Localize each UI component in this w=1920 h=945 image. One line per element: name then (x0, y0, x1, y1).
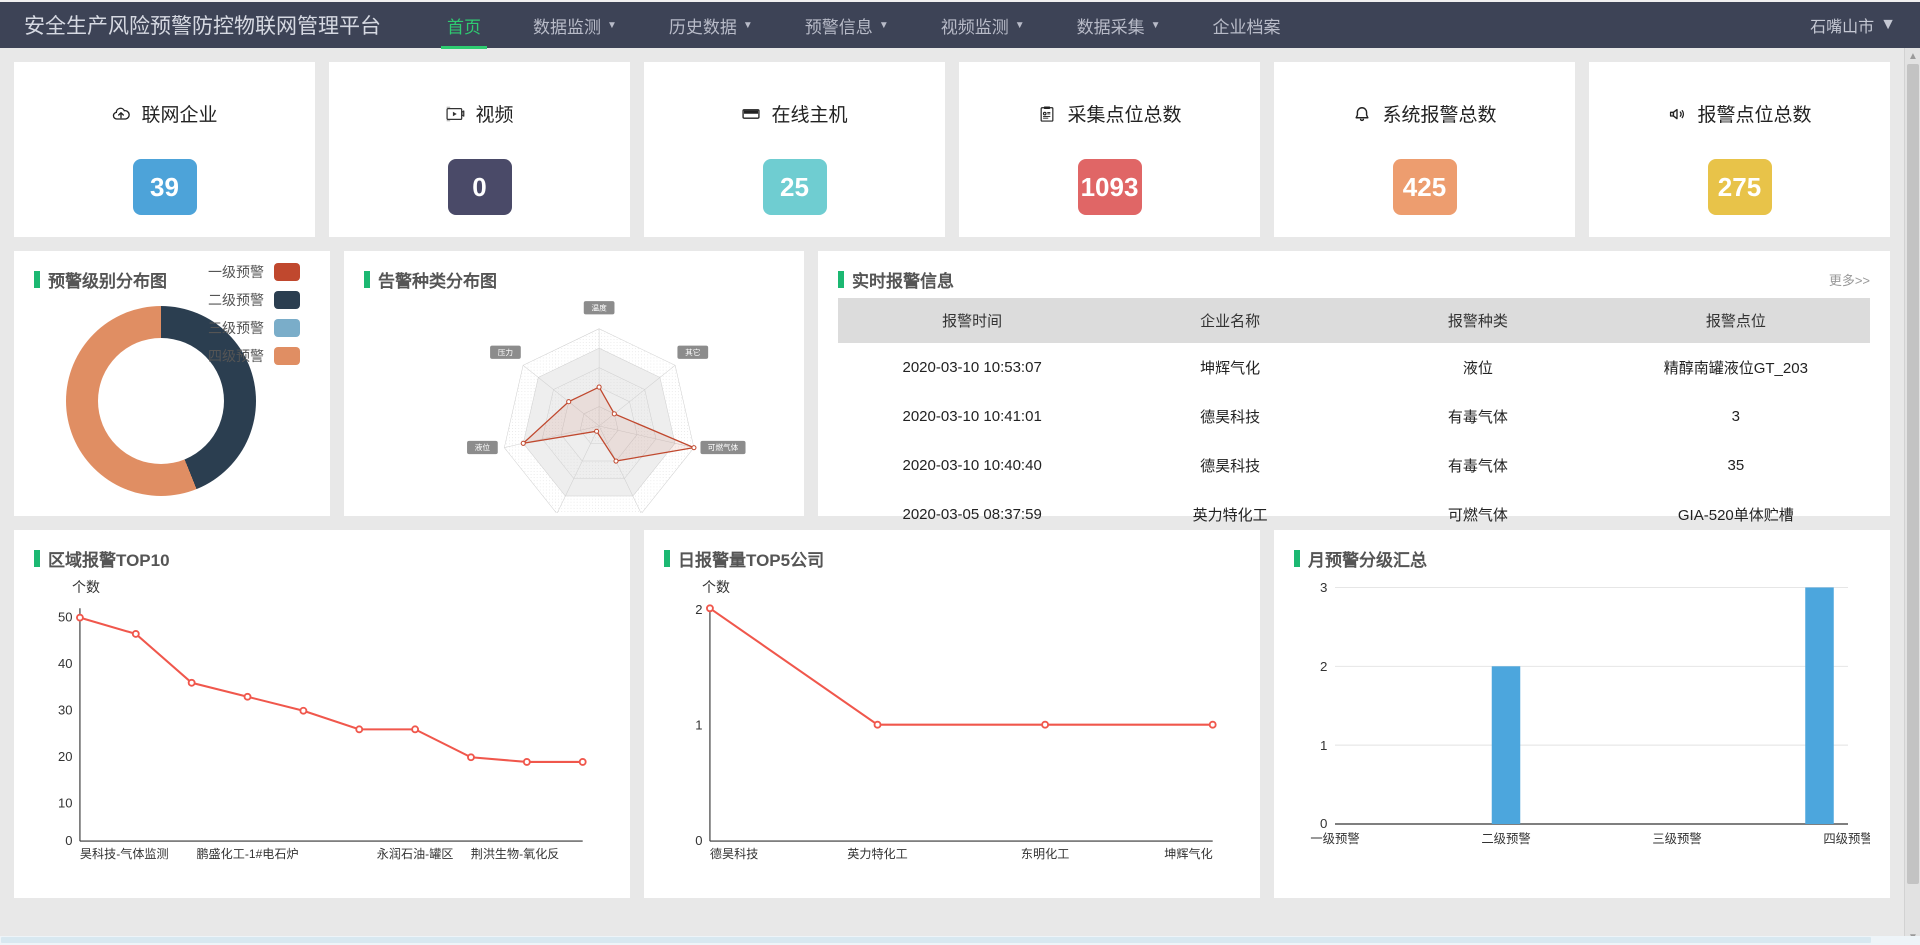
svg-text:德昊科技: 德昊科技 (710, 846, 758, 861)
svg-text:液位: 液位 (475, 442, 491, 452)
svg-text:3: 3 (1320, 580, 1327, 595)
svg-text:荆洪生物-氧化反: 荆洪生物-氧化反 (471, 847, 560, 861)
svg-text:四级预警: 四级预警 (1823, 831, 1870, 846)
svg-text:温度: 温度 (591, 302, 607, 312)
svg-text:其它: 其它 (685, 347, 700, 357)
svg-text:10: 10 (58, 796, 72, 811)
svg-text:英力特化工: 英力特化工 (847, 846, 907, 861)
svg-text:坤辉气化: 坤辉气化 (1164, 846, 1212, 861)
svg-text:二级预警: 二级预警 (1481, 831, 1530, 846)
svg-text:0: 0 (65, 833, 72, 848)
svg-text:1: 1 (695, 717, 702, 732)
svg-text:昊科技-气体监测: 昊科技-气体监测 (80, 846, 169, 861)
svg-text:50: 50 (58, 609, 72, 624)
svg-text:2: 2 (695, 602, 702, 617)
svg-text:2: 2 (1320, 659, 1327, 674)
svg-text:一级预警: 一级预警 (1310, 831, 1359, 846)
svg-text:可燃气体: 可燃气体 (708, 442, 739, 452)
svg-text:40: 40 (58, 656, 72, 671)
svg-text:三级预警: 三级预警 (1652, 831, 1701, 846)
svg-text:0: 0 (1320, 816, 1327, 831)
svg-text:20: 20 (58, 749, 72, 764)
svg-text:30: 30 (58, 702, 72, 717)
svg-text:东明化工: 东明化工 (1021, 847, 1069, 861)
svg-text:压力: 压力 (498, 347, 513, 357)
svg-text:0: 0 (695, 833, 702, 848)
svg-text:1: 1 (1320, 738, 1327, 753)
svg-text:永润石油-罐区: 永润石油-罐区 (377, 847, 454, 861)
svg-text:鹏盛化工-1#电石炉: 鹏盛化工-1#电石炉 (196, 846, 298, 861)
